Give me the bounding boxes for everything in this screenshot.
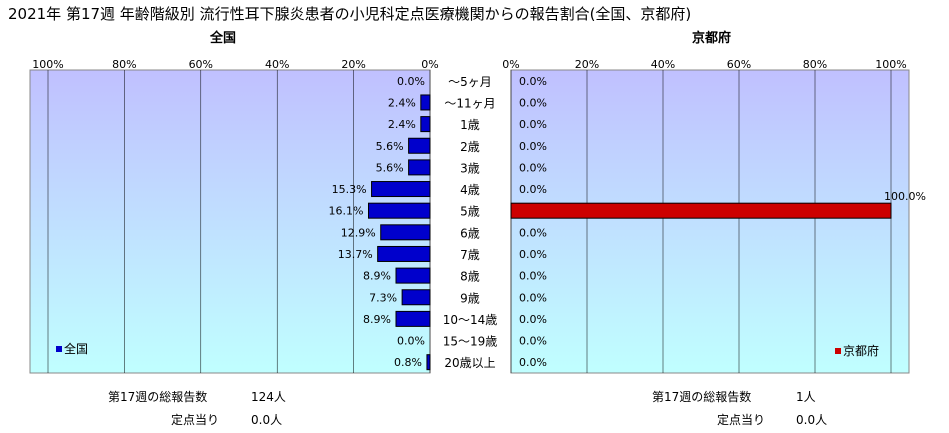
left-plot-area (29, 69, 431, 374)
legend-swatch-kyoto (835, 348, 841, 354)
left-tick-label: 20% (341, 58, 365, 71)
bar-national (395, 310, 431, 327)
chart-title: 2021年 第17週 年齢階級別 流行性耳下腺炎患者の小児科定点医療機関からの報… (8, 5, 692, 23)
data-label-kyoto: 0.0% (519, 183, 547, 196)
data-label-kyoto: 0.0% (519, 313, 547, 326)
left-per-value: 0.0人 (251, 413, 283, 427)
category-label: 1歳 (460, 118, 480, 132)
data-label-national: 15.3% (332, 183, 367, 196)
category-label: 9歳 (460, 291, 480, 305)
right-tick-label: 40% (651, 58, 675, 71)
category-label: 10～14歳 (443, 313, 498, 327)
data-label-national: 16.1% (329, 205, 364, 218)
legend-label-kyoto: 京都府 (843, 343, 879, 358)
category-label: 7歳 (460, 248, 480, 262)
bar-national (380, 224, 431, 241)
right-tick-label: 80% (803, 58, 827, 71)
bar-national (395, 267, 431, 284)
bar-national (420, 116, 431, 133)
right-panel-title: 京都府 (692, 31, 732, 46)
left-tick-label: 60% (189, 58, 213, 71)
left-total-value: 124人 (251, 390, 286, 404)
data-label-kyoto: 0.0% (519, 291, 547, 304)
bar-national (408, 137, 431, 154)
data-label-kyoto: 0.0% (519, 335, 547, 348)
data-label-kyoto: 100.0% (884, 190, 926, 203)
data-label-kyoto: 0.0% (519, 140, 547, 153)
data-label-national: 7.3% (369, 291, 397, 304)
category-label: 15～19歳 (443, 335, 498, 349)
left-tick-label: 0% (421, 58, 438, 71)
right-per-label: 定点当り (717, 413, 766, 427)
right-tick-label: 20% (575, 58, 599, 71)
legend-swatch-national (56, 346, 62, 352)
category-label: 4歳 (460, 183, 480, 197)
right-tick-label: 60% (727, 58, 751, 71)
left-panel-title: 全国 (210, 31, 237, 46)
data-label-national: 8.9% (363, 313, 391, 326)
category-label: 2歳 (460, 140, 480, 154)
bar-kyoto (510, 202, 892, 219)
data-label-national: 0.0% (397, 75, 425, 88)
data-label-kyoto: 0.0% (519, 248, 547, 261)
left-per-label: 定点当り (171, 413, 220, 427)
right-per-value: 0.0人 (796, 413, 828, 427)
left-total-label: 第17週の総報告数 (108, 390, 208, 404)
category-label: 6歳 (460, 226, 480, 240)
bar-national (408, 159, 431, 176)
data-label-national: 12.9% (341, 226, 376, 239)
bar-national (371, 181, 431, 198)
data-label-kyoto: 0.0% (519, 226, 547, 239)
data-label-kyoto: 0.0% (519, 96, 547, 109)
data-label-national: 8.9% (363, 270, 391, 283)
data-label-kyoto: 0.0% (519, 356, 547, 369)
data-label-kyoto: 0.0% (519, 270, 547, 283)
bar-national (420, 94, 431, 111)
data-label-national: 0.0% (397, 335, 425, 348)
data-label-national: 5.6% (376, 161, 404, 174)
data-label-national: 5.6% (376, 140, 404, 153)
category-label: 20歳以上 (444, 356, 495, 370)
data-label-national: 2.4% (388, 118, 416, 131)
right-tick-label: 0% (502, 58, 519, 71)
category-label: 5歳 (460, 205, 480, 219)
right-tick-label: 100% (875, 58, 906, 71)
left-tick-label: 40% (265, 58, 289, 71)
legend-label-national: 全国 (64, 341, 88, 356)
left-tick-label: 80% (112, 58, 136, 71)
right-plot-area (510, 69, 910, 374)
category-label: ～5ヶ月 (448, 75, 492, 89)
category-label: ～11ヶ月 (444, 96, 495, 110)
data-label-national: 2.4% (388, 96, 416, 109)
category-label: 8歳 (460, 270, 480, 284)
category-label: 3歳 (460, 161, 480, 175)
left-tick-label: 100% (32, 58, 63, 71)
data-label-national: 13.7% (338, 248, 373, 261)
right-total-label: 第17週の総報告数 (652, 390, 752, 404)
data-label-kyoto: 0.0% (519, 161, 547, 174)
bar-national (367, 202, 431, 219)
bar-national (426, 354, 431, 371)
right-total-value: 1人 (796, 390, 816, 404)
bar-national (377, 245, 431, 262)
data-label-kyoto: 0.0% (519, 75, 547, 88)
bar-national (401, 289, 431, 306)
data-label-national: 0.8% (394, 356, 422, 369)
data-label-kyoto: 0.0% (519, 118, 547, 131)
